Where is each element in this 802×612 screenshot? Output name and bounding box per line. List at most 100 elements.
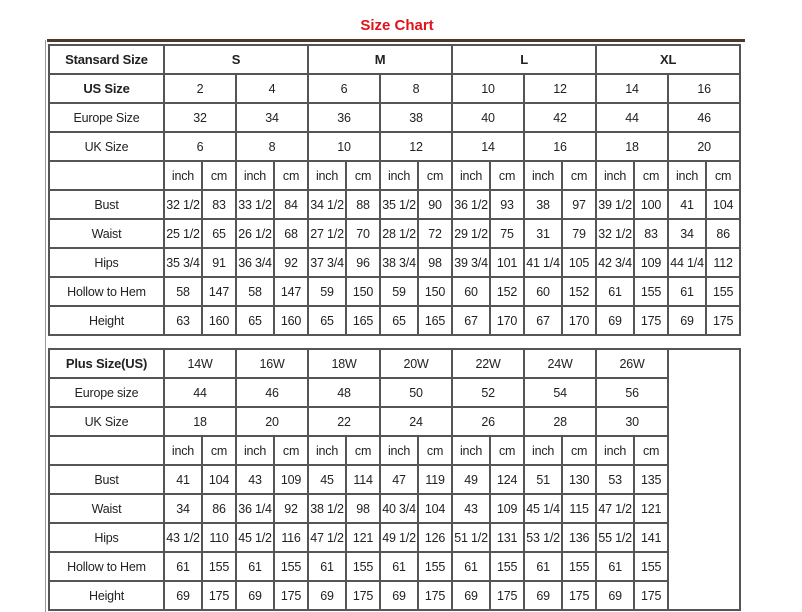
table-cell: 51 [523,464,564,495]
table-cell: 35 3/4 [163,247,203,278]
header-row: Plus Size(US) 14W 16W 18W 20W 22W 24W 26W [48,348,742,611]
table-cell: 34 [163,493,203,524]
unit-label: inch [307,160,348,191]
table-cell: 68 [272,218,310,249]
table-cell: 61 [235,551,276,582]
table-cell: 175 [561,580,598,611]
table-cell: 2 [163,73,237,104]
table-row: Height 63 160 65 160 65 165 65 165 67 170 67 170 69 17… [48,305,742,336]
table-cell: 58 [235,276,275,307]
table-cell: 40 [451,102,526,133]
unit-label: cm [561,435,598,466]
unit-label: inch [235,435,276,466]
table-cell: 112 [705,247,742,278]
table-cell: 35 1/2 [379,189,420,220]
table-cell: 14 [595,73,670,104]
unit-label: inch [523,160,564,191]
blank-cell [48,160,165,191]
table-cell: 10 [307,131,382,162]
table-cell: 43 1/2 [163,522,203,553]
table-cell: 70 [345,218,382,249]
table-cell: 155 [705,276,742,307]
table-cell: 51 1/2 [451,522,492,553]
unit-row: inch cm inch cm inch cm inch cm inch cm inch cm inch… [48,160,742,191]
table-cell: 69 [379,580,420,611]
table-cell: 28 1/2 [379,218,420,249]
table-cell: 84 [272,189,310,220]
table-cell: 152 [489,276,526,307]
table-cell: 104 [200,464,238,495]
table-cell: 152 [561,276,598,307]
table-cell: 40 3/4 [379,493,420,524]
divider [47,39,745,42]
table-cell: 49 1/2 [379,522,420,553]
table-cell: 147 [272,276,310,307]
table-cell: 41 1/4 [523,247,564,278]
unit-label: inch [379,160,420,191]
table-cell: 60 [523,276,564,307]
table-cell: 69 [667,305,708,336]
table-cell: 115 [561,493,598,524]
table-cell: 38 [523,189,564,220]
table-cell: 165 [345,305,382,336]
table-cell: 38 1/2 [307,493,348,524]
row-label: UK Size [48,131,165,162]
table-cell: 20 [235,406,310,437]
table-cell: 88 [345,189,382,220]
table-cell: 160 [201,305,237,336]
table-row: Europe Size 32 34 36 38 40 42 44 46 [48,102,742,133]
table-cell: 65 [379,305,420,336]
table-cell: 121 [633,493,670,524]
table-cell: 65 [235,305,275,336]
table-cell: 69 [523,580,564,611]
unit-label: inch [451,435,492,466]
table-cell: 104 [705,189,742,220]
row-label: Bust [48,464,165,495]
table-cell: 124 [489,464,526,495]
table-cell: 155 [633,276,670,307]
unit-label: cm [201,160,237,191]
table-row: UK Size 18 20 22 24 26 28 30 [48,406,740,437]
table-row: Bust 41 104 43 109 45 114 47 119 49 124 51 130 53 135 [48,464,740,495]
divider [45,40,46,612]
table-cell: 54 [523,377,598,408]
table-cell: 36 3/4 [235,247,275,278]
table-cell: 8 [234,131,310,162]
table-cell: 44 1/4 [667,247,708,278]
table-row: Waist 25 1/2 65 26 1/2 68 27 1/2 70 28 1/2 72 29 … [48,218,742,249]
table-cell: 26 [451,406,526,437]
table-cell: 93 [489,189,526,220]
table-cell: 69 [307,580,348,611]
table-cell: 100 [633,189,670,220]
table-cell: 61 [451,551,492,582]
table-cell: 155 [489,551,526,582]
table-cell: 16 [667,73,742,104]
table-cell: 33 1/2 [235,189,275,220]
unit-label: inch [451,160,492,191]
table-cell: 97 [561,189,598,220]
unit-label: cm [633,435,670,466]
size-group-m: M [307,44,454,75]
table-cell: 160 [272,305,310,336]
unit-label: inch [523,435,564,466]
table-cell: 45 [307,464,348,495]
table-cell: 165 [417,305,454,336]
row-label: Height [48,305,165,336]
table-cell: 69 [451,580,492,611]
row-label: Bust [48,189,165,220]
table-cell: 63 [163,305,203,336]
unit-label: cm [561,160,598,191]
table-cell: 98 [345,493,382,524]
table-cell: 36 1/2 [451,189,492,220]
table-cell: 14 [451,131,526,162]
table-cell: 109 [273,464,310,495]
unit-row: inch cm inch cm inch cm inch cm inch cm inch cm inch… [48,435,740,466]
table-cell: 39 3/4 [451,247,492,278]
table-cell: 59 [379,276,420,307]
table-cell: 45 1/2 [235,522,276,553]
table-cell: 24 [379,406,454,437]
table-row: US Size 2 4 6 8 10 12 14 16 [48,73,742,104]
table-cell: 170 [489,305,526,336]
table-cell: 126 [417,522,454,553]
table-row: Hollow to Hem 61 155 61 155 61 155 61 155 61 155 61… [48,551,740,582]
